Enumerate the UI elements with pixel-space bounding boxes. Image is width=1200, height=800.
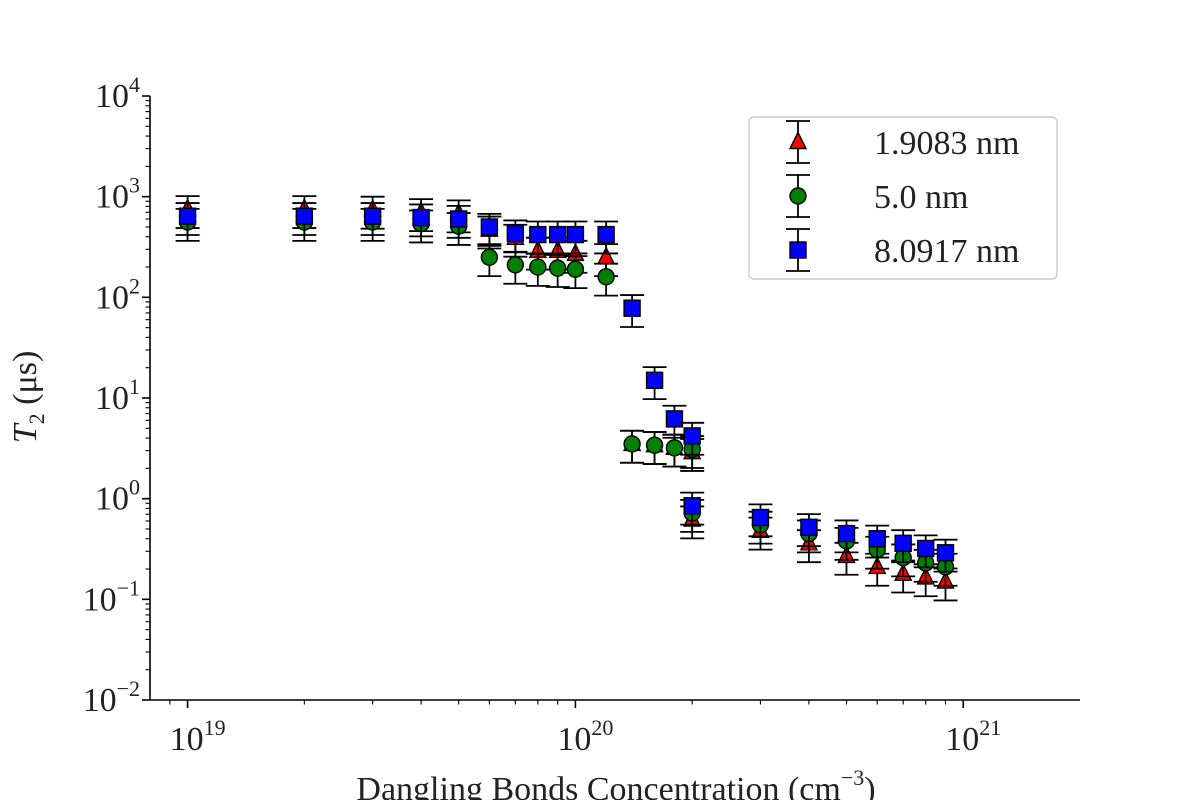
- data-point: [412, 208, 430, 227]
- data-point: [597, 225, 615, 244]
- data-marks: [175, 195, 958, 602]
- y-tick-label: 103: [95, 173, 140, 216]
- data-point: [665, 410, 684, 428]
- data-point: [566, 260, 585, 278]
- data-point: [683, 427, 701, 445]
- y-tick-label: 101: [95, 374, 140, 417]
- data-point: [295, 207, 314, 225]
- data-point: [529, 225, 547, 244]
- legend-entry: 8.0917 nm: [786, 228, 1019, 272]
- data-point: [548, 225, 567, 244]
- data-point: [800, 518, 818, 536]
- data-point: [529, 258, 547, 276]
- data-point: [751, 508, 770, 527]
- data-point: [363, 207, 382, 225]
- data-point: [506, 256, 525, 274]
- data-point: [548, 259, 567, 277]
- data-point: [868, 530, 886, 548]
- axes: 10−2 10−1 100 101 102 103 104 1019 1020 1021: [83, 72, 1080, 758]
- legend-marker: [789, 187, 807, 205]
- data-point: [837, 524, 856, 543]
- legend-label: 5.0 nm: [874, 179, 968, 216]
- data-point: [645, 436, 664, 454]
- series-square: [175, 202, 958, 573]
- legend-marker: [789, 241, 807, 259]
- data-point: [480, 218, 499, 236]
- y-tick-label: 104: [95, 72, 140, 115]
- y-tick-label: 100: [95, 475, 140, 518]
- data-point: [480, 248, 499, 266]
- data-point: [894, 534, 912, 553]
- x-axis-title: Dangling Bonds Concentration (cm−3): [356, 765, 875, 800]
- y-tick-label: 10−2: [83, 676, 140, 719]
- legend-label: 8.0917 nm: [874, 233, 1019, 270]
- data-point: [683, 497, 701, 515]
- x-tick-label: 1019: [170, 715, 226, 758]
- data-point: [178, 207, 197, 225]
- data-point: [916, 539, 935, 558]
- y-tick-label: 102: [95, 273, 140, 316]
- x-tick-label: 1020: [557, 715, 613, 758]
- data-point: [597, 268, 615, 286]
- data-point: [449, 210, 468, 228]
- data-point: [936, 544, 955, 562]
- data-point: [645, 371, 664, 389]
- legend-marker: [788, 130, 808, 150]
- x-tick-label: 1021: [945, 715, 1001, 758]
- legend: 1.9083 nm 5.0 nm 8.0917 nm: [748, 116, 1058, 280]
- axis-titles: Dangling Bonds Concentration (cm−3) T2 (μ…: [7, 351, 876, 800]
- data-point: [566, 225, 585, 244]
- legend-entry: 1.9083 nm: [786, 120, 1019, 164]
- y-axis-title: T2 (μs): [7, 351, 49, 444]
- data-point: [506, 224, 525, 243]
- y-tick-label: 10−1: [83, 575, 140, 618]
- data-point: [623, 435, 641, 453]
- data-point: [665, 439, 684, 457]
- legend-label: 1.9083 nm: [874, 125, 1019, 162]
- legend-entry: 5.0 nm: [786, 174, 968, 218]
- legend-box: [748, 116, 1058, 280]
- data-point: [623, 299, 641, 317]
